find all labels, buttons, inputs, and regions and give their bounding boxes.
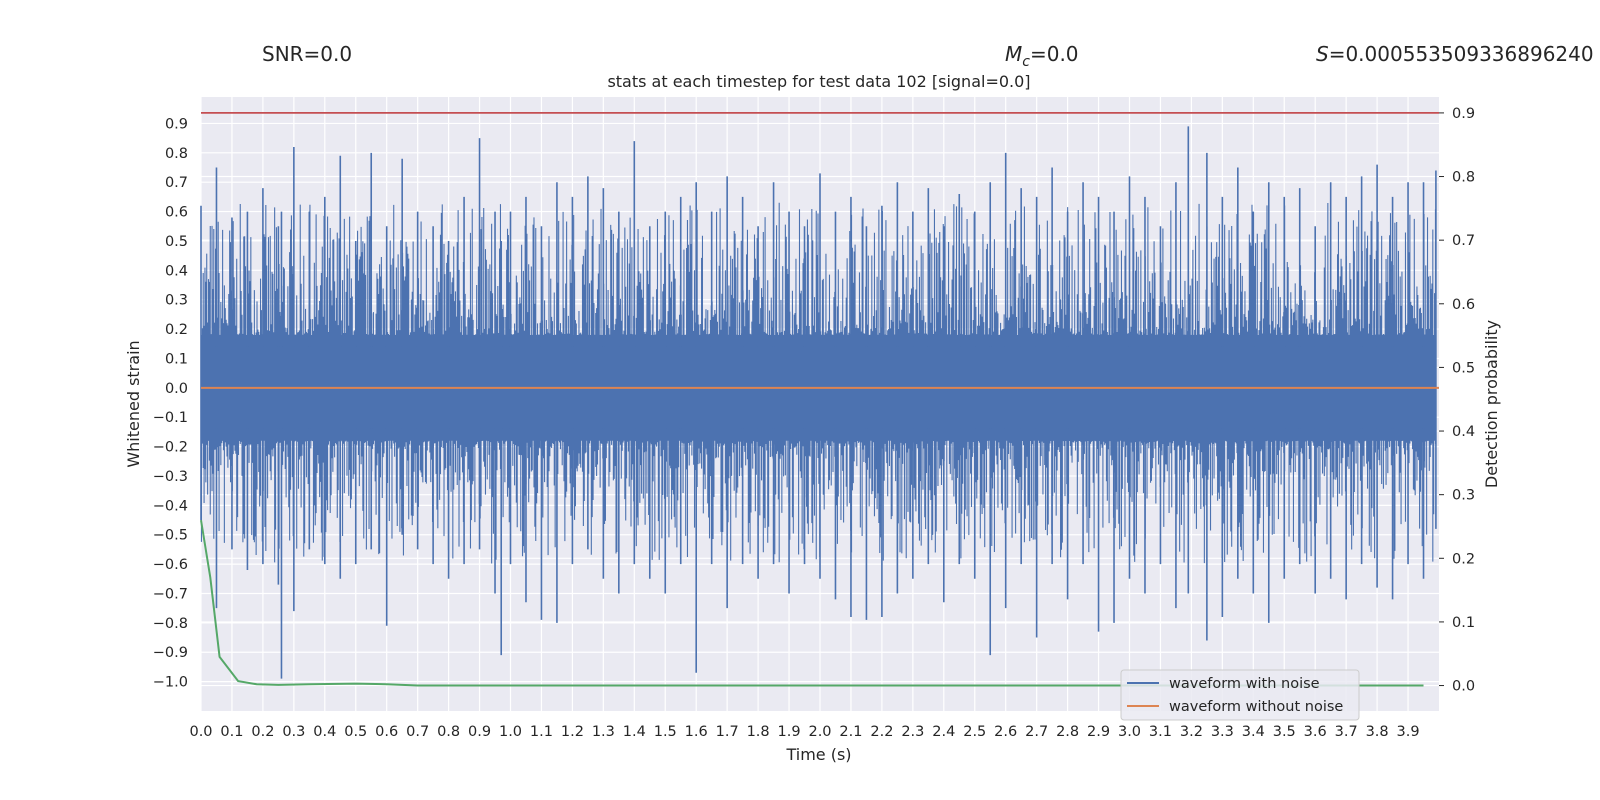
x-tick-label: 3.2 xyxy=(1180,724,1203,740)
legend: waveform with noise waveform without noi… xyxy=(1120,669,1360,721)
mc-value: =0.0 xyxy=(1030,42,1079,66)
y-tick-label-right: 0.5 xyxy=(1452,360,1475,376)
y-axis-label-right: Detection probability xyxy=(1482,320,1501,488)
x-tick-label: 1.7 xyxy=(716,724,739,740)
x-tick-label: 2.4 xyxy=(932,724,955,740)
y-ticks-right: 0.9 0.8 0.7 0.6 0.5 0.4 0.3 0.2 0.1 0.0 xyxy=(1439,106,1475,695)
y-tick-label-left: 0.9 xyxy=(165,116,188,132)
y-tick-label-left: −0.8 xyxy=(153,616,188,632)
y-tick-label-left: −0.6 xyxy=(153,557,188,573)
y-tick-label-left: 0.7 xyxy=(165,175,188,191)
mc-symbol: M xyxy=(1005,42,1022,66)
legend-label-noise: waveform with noise xyxy=(1169,676,1320,692)
legend-label-no-noise: waveform without noise xyxy=(1169,699,1343,715)
x-tick-label: 2.7 xyxy=(1025,724,1048,740)
x-ticks: 0.0 0.1 0.2 0.3 0.4 0.5 0.6 0.7 0.8 0.9 1.0 1.1 1.2 1… xyxy=(189,724,1419,740)
x-tick-label: 3.8 xyxy=(1366,724,1389,740)
s-value: =0.000553509336896240 xyxy=(1329,42,1594,66)
y-tick-label-right: 0.7 xyxy=(1452,233,1475,249)
mc-label: Mc=0.0 xyxy=(1005,42,1079,70)
y-axis-label-left: Whitened strain xyxy=(124,340,143,467)
y-ticks-left: 0.9 0.8 0.7 0.6 0.5 0.4 0.3 0.2 0.1 0.0 −0.1 −0.2 −0… xyxy=(153,116,188,690)
x-tick-label: 0.3 xyxy=(282,724,305,740)
series-detection-probability xyxy=(200,519,1424,687)
x-tick-label: 0.6 xyxy=(375,724,398,740)
chart-title: stats at each timestep for test data 102… xyxy=(607,72,1030,91)
y-tick-label-left: −0.2 xyxy=(153,440,188,456)
s-symbol: S xyxy=(1316,42,1329,66)
x-tick-label: 1.1 xyxy=(530,724,553,740)
x-tick-label: 2.0 xyxy=(808,724,831,740)
x-tick-label: 0.9 xyxy=(468,724,491,740)
y-tick-label-right: 0.8 xyxy=(1452,170,1475,186)
y-tick-label-left: −0.7 xyxy=(153,586,188,602)
x-tick-label: 0.7 xyxy=(406,724,429,740)
y-tick-label-left: 0.2 xyxy=(165,322,188,338)
x-tick-label: 2.8 xyxy=(1056,724,1079,740)
y-tick-label-left: 0.0 xyxy=(165,381,188,397)
x-tick-label: 2.9 xyxy=(1087,724,1110,740)
legend-box xyxy=(1120,669,1360,721)
x-axis-label: Time (s) xyxy=(785,745,851,764)
y-tick-label-right: 0.4 xyxy=(1452,424,1475,440)
x-tick-label: 3.7 xyxy=(1335,724,1358,740)
x-tick-label: 0.1 xyxy=(220,724,243,740)
x-tick-label: 1.9 xyxy=(778,724,801,740)
mc-subscript: c xyxy=(1022,54,1030,70)
x-tick-label: 1.2 xyxy=(561,724,584,740)
x-tick-label: 0.8 xyxy=(437,724,460,740)
y-tick-label-right: 0.6 xyxy=(1452,297,1475,313)
snr-label: SNR=0.0 xyxy=(262,42,352,66)
x-tick-label: 1.4 xyxy=(623,724,646,740)
x-tick-label: 2.1 xyxy=(839,724,862,740)
x-tick-label: 1.3 xyxy=(592,724,615,740)
y-tick-label-left: −0.4 xyxy=(153,498,188,514)
x-tick-label: 1.5 xyxy=(654,724,677,740)
y-tick-label-left: 0.6 xyxy=(165,205,188,221)
y-tick-label-left: −1.0 xyxy=(153,675,188,691)
s-label: S=0.000553509336896240 xyxy=(1316,42,1594,66)
plot-marks xyxy=(200,112,1439,687)
y-tick-label-left: 0.8 xyxy=(165,146,188,162)
y-tick-label-right: 0.2 xyxy=(1452,551,1475,567)
x-tick-label: 3.3 xyxy=(1211,724,1234,740)
x-tick-label: 1.6 xyxy=(685,724,708,740)
x-tick-label: 1.0 xyxy=(499,724,522,740)
y-tick-label-left: −0.5 xyxy=(153,528,188,544)
y-tick-label-left: 0.5 xyxy=(165,234,188,250)
x-tick-label: 0.4 xyxy=(313,724,336,740)
y-tick-label-right: 0.1 xyxy=(1452,615,1475,631)
y-tick-label-left: 0.1 xyxy=(165,351,188,367)
x-tick-label: 0.0 xyxy=(189,724,212,740)
x-tick-label: 1.8 xyxy=(747,724,770,740)
x-tick-label: 3.1 xyxy=(1149,724,1172,740)
y-tick-label-left: −0.3 xyxy=(153,469,188,485)
y-tick-label-right: 0.0 xyxy=(1452,679,1475,695)
x-tick-label: 3.5 xyxy=(1273,724,1296,740)
x-tick-label: 3.9 xyxy=(1397,724,1420,740)
x-tick-label: 3.4 xyxy=(1242,724,1265,740)
y-tick-label-right: 0.9 xyxy=(1452,106,1475,122)
x-tick-label: 2.2 xyxy=(870,724,893,740)
x-tick-label: 0.5 xyxy=(344,724,367,740)
x-tick-label: 2.6 xyxy=(994,724,1017,740)
x-tick-label: 2.3 xyxy=(901,724,924,740)
x-tick-label: 2.5 xyxy=(963,724,986,740)
y-tick-label-left: 0.4 xyxy=(165,263,188,279)
x-tick-label: 3.6 xyxy=(1304,724,1327,740)
x-tick-label: 0.2 xyxy=(251,724,274,740)
y-tick-label-left: 0.3 xyxy=(165,293,188,309)
y-tick-label-right: 0.3 xyxy=(1452,488,1475,504)
y-tick-label-left: −0.9 xyxy=(153,645,188,661)
x-tick-label: 3.0 xyxy=(1118,724,1141,740)
y-tick-label-left: −0.1 xyxy=(153,410,188,426)
